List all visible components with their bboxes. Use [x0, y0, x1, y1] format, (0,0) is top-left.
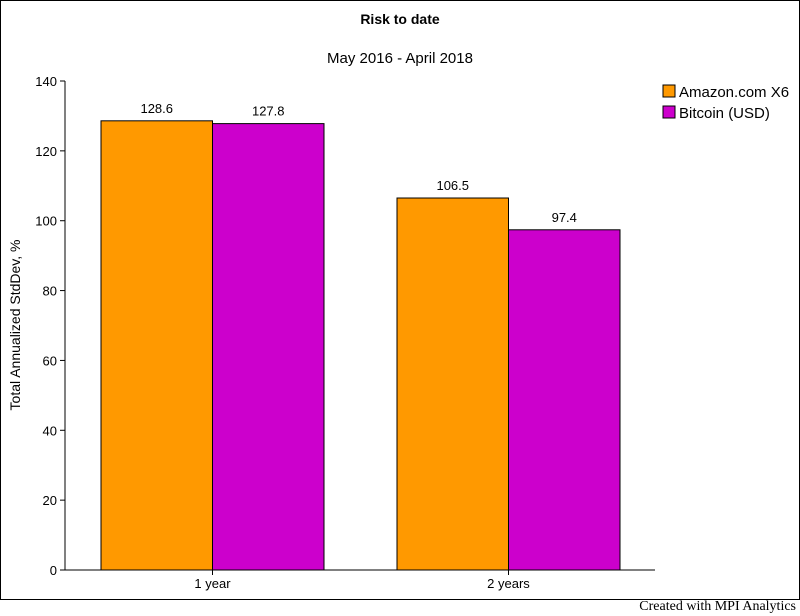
y-tick-label: 80 — [43, 284, 57, 299]
bar-value-label: 106.5 — [436, 178, 469, 193]
chart-subtitle: May 2016 - April 2018 — [327, 50, 473, 67]
y-axis-label: Total Annualized StdDev, % — [7, 240, 23, 411]
y-tick-label: 120 — [35, 144, 57, 159]
y-tick-label: 140 — [35, 74, 57, 89]
y-tick-label: 0 — [50, 563, 57, 578]
legend-swatch — [662, 105, 676, 119]
bar — [100, 120, 213, 571]
legend: Amazon.com X6 Bitcoin (USD) — [662, 84, 789, 122]
legend-label: Amazon.com X6 — [679, 84, 789, 101]
bar — [396, 197, 509, 571]
legend-label: Bitcoin (USD) — [679, 105, 770, 122]
bar-value-label: 97.4 — [552, 210, 577, 225]
y-tick-label: 40 — [43, 423, 57, 438]
y-tick-label: 20 — [43, 493, 57, 508]
y-tick-label: 100 — [35, 214, 57, 229]
x-tick-label: 1 year — [194, 576, 231, 591]
bar — [212, 123, 325, 571]
chart-title: Risk to date — [360, 11, 440, 27]
y-tick-label: 60 — [43, 353, 57, 368]
bar-value-label: 127.8 — [252, 104, 285, 119]
footer-credit: Created with MPI Analytics — [639, 599, 796, 614]
plot-area: 0 20 40 60 80 100 120 140 128.6 127.8 1 year 106.5 9… — [35, 74, 655, 591]
bar — [508, 229, 621, 571]
bar-value-label: 128.6 — [140, 101, 173, 116]
legend-swatch — [662, 84, 676, 98]
x-tick-label: 2 years — [487, 576, 530, 591]
